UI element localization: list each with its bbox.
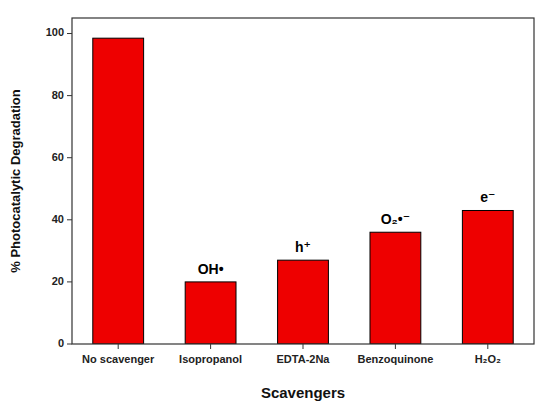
chart: 0 20 40 60 80 100 No scavenger Isopropanol EDTA-… xyxy=(0,0,550,412)
bar xyxy=(278,260,329,344)
x-tick-label: No scavenger xyxy=(82,353,155,365)
x-tick xyxy=(487,344,488,349)
annotation: OH• xyxy=(198,261,224,277)
annotation: O₂•⁻ xyxy=(381,211,410,227)
y-tick-label: 0 xyxy=(58,337,64,349)
x-tick-label: EDTA-2Na xyxy=(277,353,331,365)
x-tick-label: Isopropanol xyxy=(179,353,242,365)
x-tick xyxy=(395,344,396,349)
y-tick xyxy=(67,33,72,34)
bar xyxy=(93,38,144,344)
x-tick-label: H₂O₂ xyxy=(475,353,501,365)
y-tick-label: 20 xyxy=(52,275,64,287)
x-axis-label: Scavengers xyxy=(261,384,345,401)
x-tick xyxy=(210,344,211,349)
plot-frame xyxy=(72,18,534,344)
annotation: h⁺ xyxy=(295,239,311,255)
bar xyxy=(185,282,236,344)
y-tick xyxy=(67,157,72,158)
y-axis-label: % Photocatalytic Degradation xyxy=(8,89,23,273)
bar xyxy=(370,232,421,344)
annotation: e⁻ xyxy=(480,189,495,205)
bars xyxy=(93,38,513,344)
y-tick-label: 100 xyxy=(46,26,64,38)
x-tick xyxy=(303,344,304,349)
y-tick-label: 80 xyxy=(52,89,64,101)
y-tick xyxy=(67,344,72,345)
y-tick xyxy=(67,281,72,282)
y-tick xyxy=(67,95,72,96)
y-tick-label: 40 xyxy=(52,213,64,225)
x-tick-label: Benzoquinone xyxy=(358,353,434,365)
bar xyxy=(462,210,513,344)
y-tick xyxy=(67,219,72,220)
y-tick-label: 60 xyxy=(52,151,64,163)
x-tick xyxy=(118,344,119,349)
